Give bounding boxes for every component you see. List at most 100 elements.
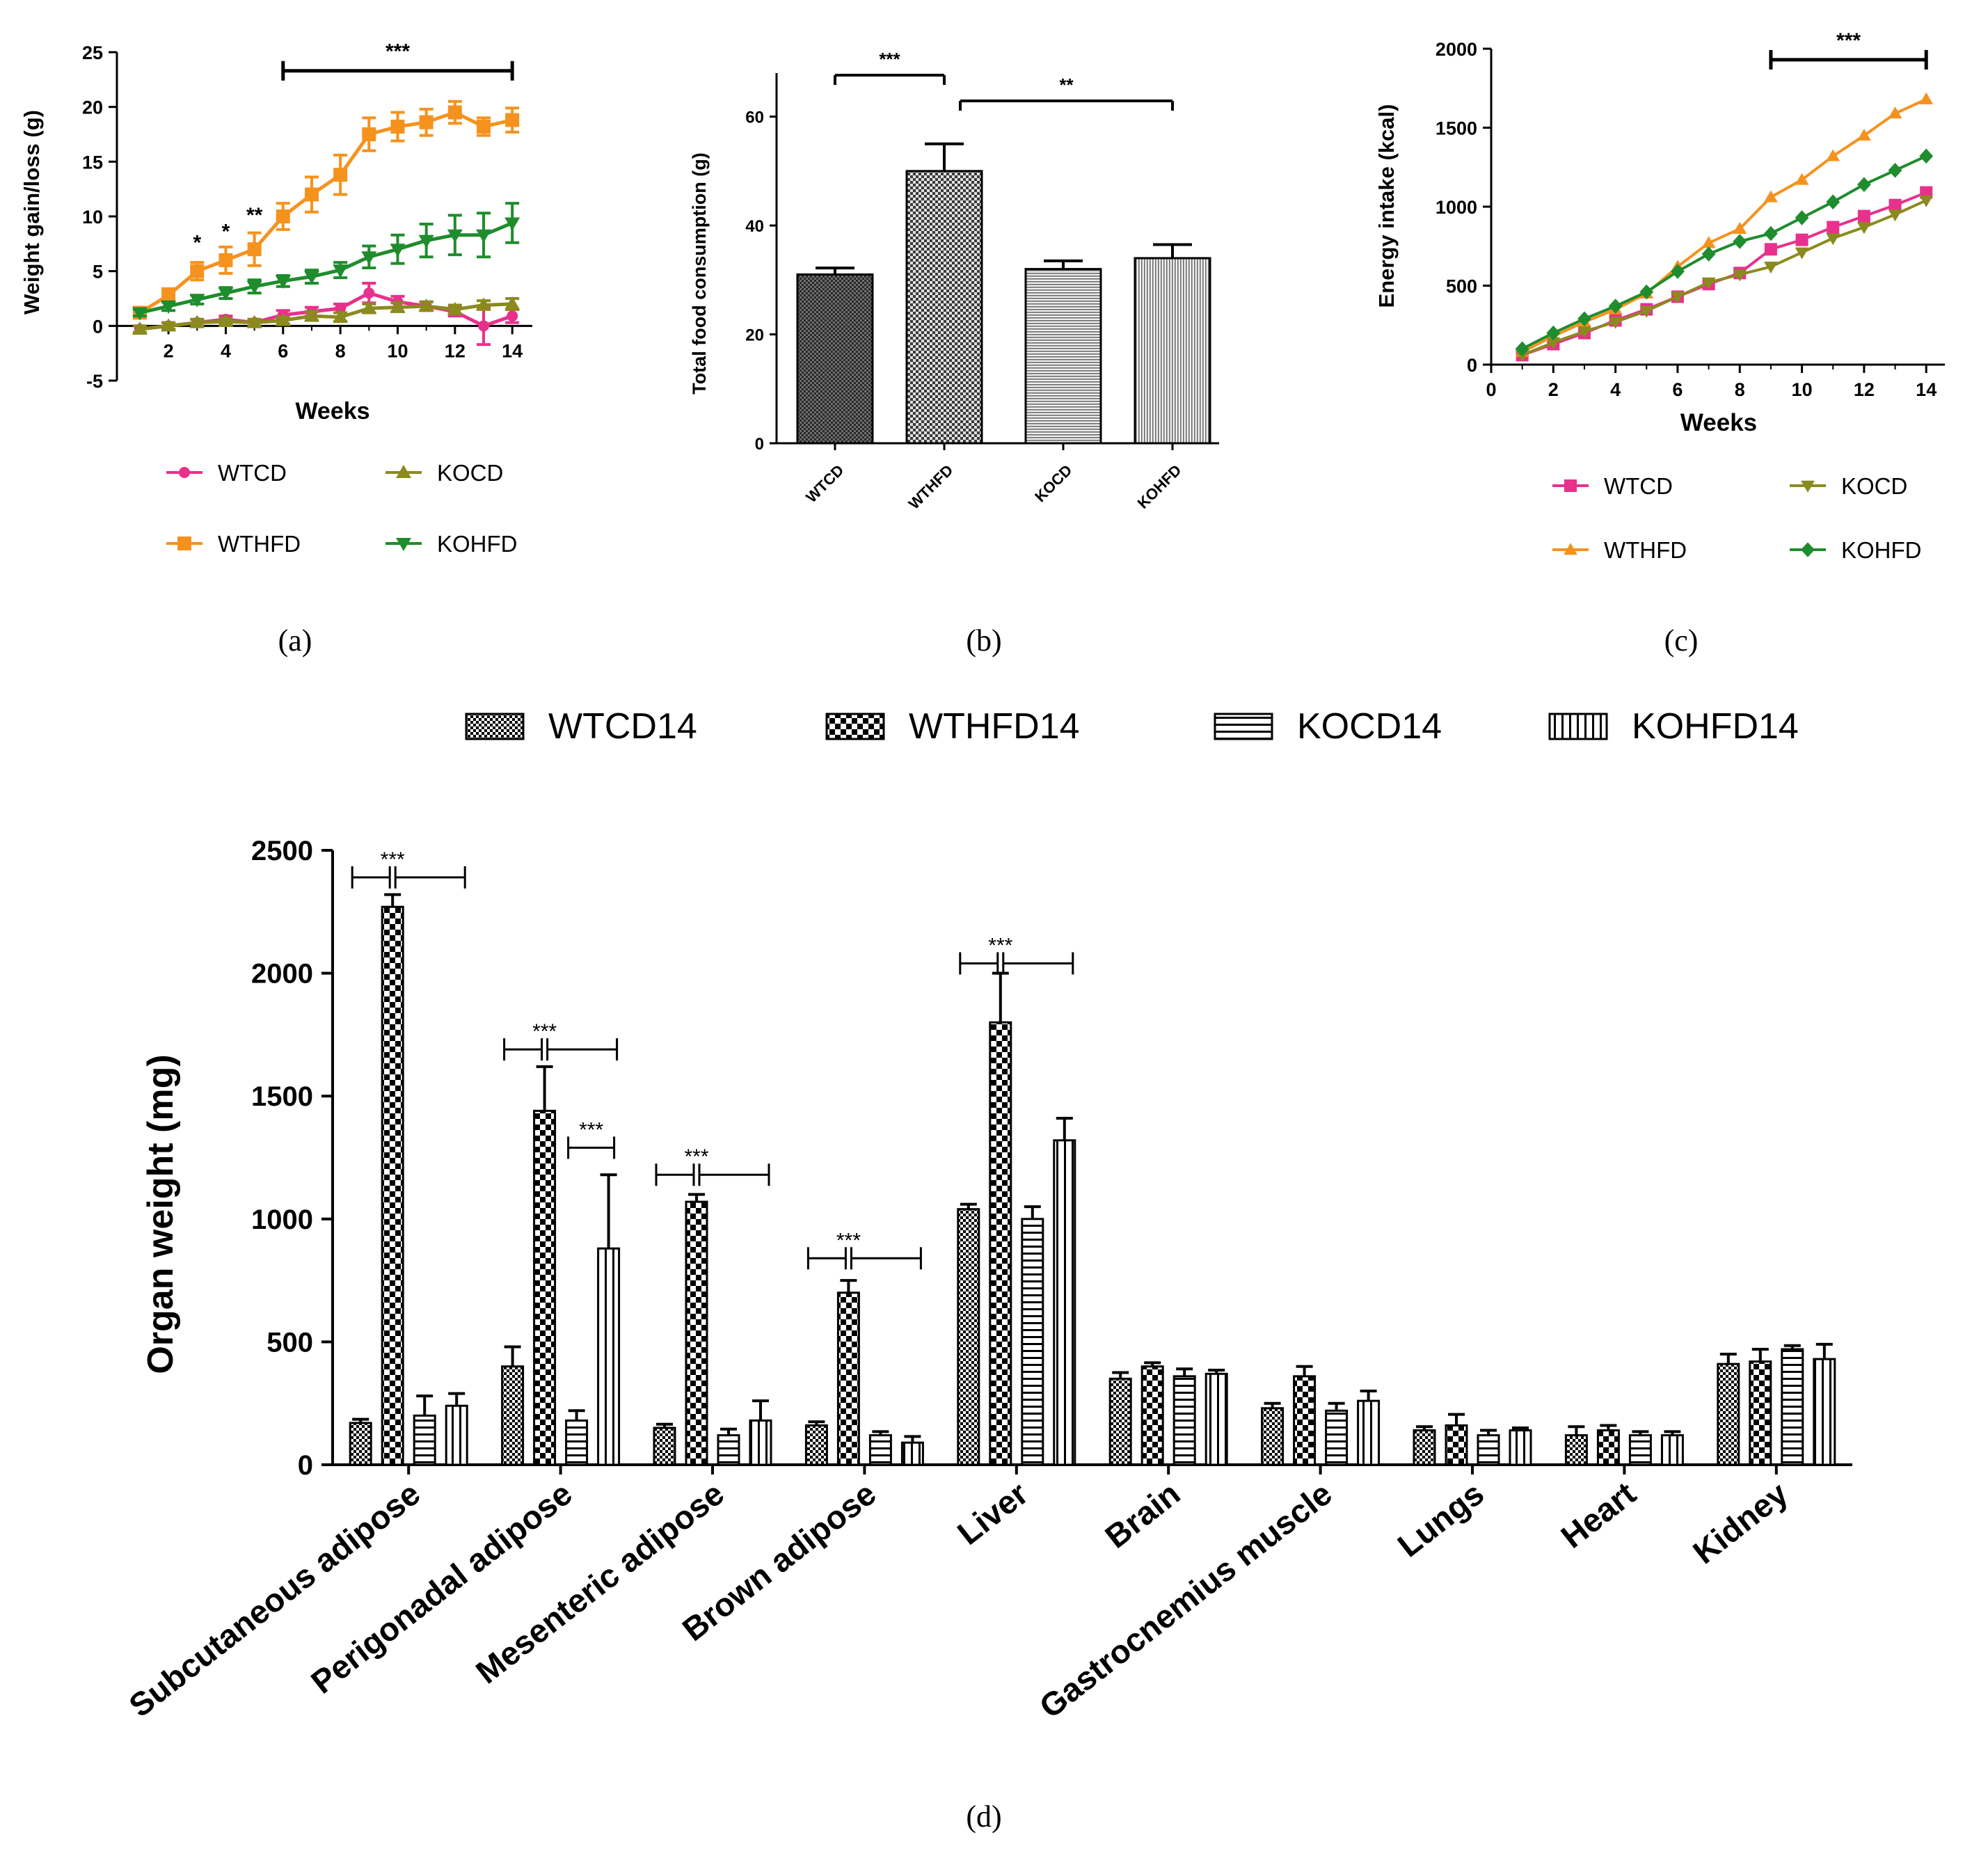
x-tick-label: 2 (1548, 379, 1559, 400)
y-tick-label: 60 (745, 109, 764, 127)
panel-a-legend: WTCD WTHFD KOCD KOHFD (166, 460, 518, 557)
panel-d-organ-weight-chart: WTCD14 WTHFD14 KOCD14 KOHFD14 0 500 1000 1500 2… (122, 706, 1852, 1834)
bar-wthfd14 (1445, 1424, 1468, 1466)
bar-wthfd14 (1293, 1375, 1317, 1466)
data-point (1515, 341, 1529, 357)
panel-d-label: (d) (966, 1799, 1001, 1834)
significance-label: * (193, 231, 201, 254)
bar-wtcd14 (653, 1426, 676, 1466)
panel-a-annotations: * ****** (193, 40, 514, 254)
data-point (246, 280, 262, 294)
panel-c-annotations: *** (1769, 29, 1928, 70)
panel-c-legend: WTCD WTHFD KOCD KOHFD (1552, 473, 1922, 563)
x-tick-label: Liver (951, 1474, 1035, 1552)
data-point (447, 229, 463, 243)
data-point (132, 307, 148, 321)
x-tick-label: 2 (164, 340, 174, 361)
data-point (1856, 222, 1871, 234)
data-point (1608, 299, 1623, 314)
y-tick-label: 20 (82, 97, 103, 118)
data-point (218, 253, 233, 267)
data-point (504, 217, 520, 231)
legend-item-wtcd14: WTCD14 (465, 706, 697, 747)
series-wthfd (132, 100, 520, 320)
bar-kohfd14 (445, 1404, 468, 1466)
data-point (132, 321, 148, 335)
y-tick-label: 40 (745, 217, 764, 236)
x-tick-label: KOCD (1031, 461, 1075, 505)
y-tick-label: 1500 (1436, 118, 1477, 139)
legend-swatch (1214, 713, 1273, 740)
bar-kohfd (1134, 257, 1211, 445)
legend-item-wthfd: WTHFD (166, 531, 301, 557)
data-point (504, 296, 520, 310)
data-point (505, 113, 520, 127)
data-point (390, 244, 406, 257)
panel-a-label: (a) (278, 623, 312, 658)
bar-wtcd14 (1413, 1429, 1436, 1466)
data-point (390, 299, 406, 313)
y-tick-label: 2500 (251, 836, 313, 866)
legend-label: KOHFD (1841, 537, 1922, 563)
data-point (161, 288, 176, 303)
data-point (1888, 106, 1902, 119)
series-line (1521, 199, 1927, 357)
panel-b-annotations: ***** (834, 49, 1174, 111)
data-point (447, 105, 462, 120)
bar-kohfd14 (900, 1441, 924, 1466)
x-tick-label: Lungs (1390, 1474, 1490, 1564)
bar-group-subcutaneous-adipose (349, 893, 468, 1466)
x-tick-label: 14 (1916, 379, 1937, 400)
bar-wthfd14 (836, 1291, 860, 1466)
x-tick-label: WTHFD (905, 461, 957, 513)
y-tick-label: 15 (82, 152, 103, 173)
y-tick-label: 500 (1446, 276, 1477, 297)
data-point (333, 309, 349, 323)
significance-label: *** (532, 1020, 557, 1043)
panel-a-x-axis-label: Weeks (295, 398, 369, 424)
legend-label: KOCD (437, 460, 503, 486)
data-point (275, 312, 291, 326)
bar-wtcd14 (1564, 1434, 1588, 1466)
bar-kocd14 (565, 1419, 589, 1466)
legend-item-kocd14: KOCD14 (1214, 706, 1442, 747)
panel-c-energy-intake-chart: 0 500 1000 1500 2000 0 2 4 6 8 10 12 14 *** Weeks En… (1374, 29, 1945, 658)
legend-label: KOHFD (437, 531, 518, 557)
y-tick-label: 1000 (1436, 197, 1477, 218)
legend-marker (1564, 543, 1577, 555)
bar-kohfd14 (1053, 1139, 1076, 1466)
data-point (1857, 209, 1870, 223)
y-tick-label: 0 (93, 316, 103, 337)
bar-wtcd14 (804, 1424, 828, 1466)
legend-label: KOHFD14 (1632, 706, 1799, 747)
data-point (361, 301, 377, 315)
data-point (363, 287, 375, 299)
panel-b-y-axis-label: Total food consumption (g) (689, 152, 710, 394)
series-kocd (132, 296, 520, 335)
legend-swatch (1548, 713, 1608, 740)
data-point (276, 209, 290, 223)
data-point (1795, 247, 1809, 260)
panel-d-legend: WTCD14 WTHFD14 KOCD14 KOHFD14 (465, 706, 1799, 747)
bar-kocd14 (1021, 1218, 1044, 1466)
legend-swatch (465, 713, 525, 740)
bar-kohfd14 (1660, 1434, 1684, 1466)
significance-label: *** (988, 934, 1012, 957)
panel-c-x-axis-label: Weeks (1680, 409, 1757, 436)
x-tick-label: 8 (1735, 379, 1745, 400)
bar-kocd14 (1781, 1348, 1804, 1466)
bar-wtcd (796, 273, 874, 445)
y-tick-label: 2000 (1436, 39, 1477, 60)
data-point (1546, 325, 1561, 341)
bar-wthfd14 (1596, 1429, 1620, 1466)
data-point (247, 242, 262, 257)
significance-label: *** (684, 1145, 708, 1168)
data-point (246, 315, 262, 328)
x-tick-label: 14 (502, 340, 523, 361)
bar-kohfd14 (749, 1419, 772, 1466)
data-point (1546, 337, 1561, 350)
significance-label: *** (1836, 29, 1861, 52)
legend-item-kocd: KOCD (385, 460, 503, 486)
bar-wthfd14 (1140, 1365, 1164, 1466)
bar-wtcd14 (349, 1422, 372, 1466)
